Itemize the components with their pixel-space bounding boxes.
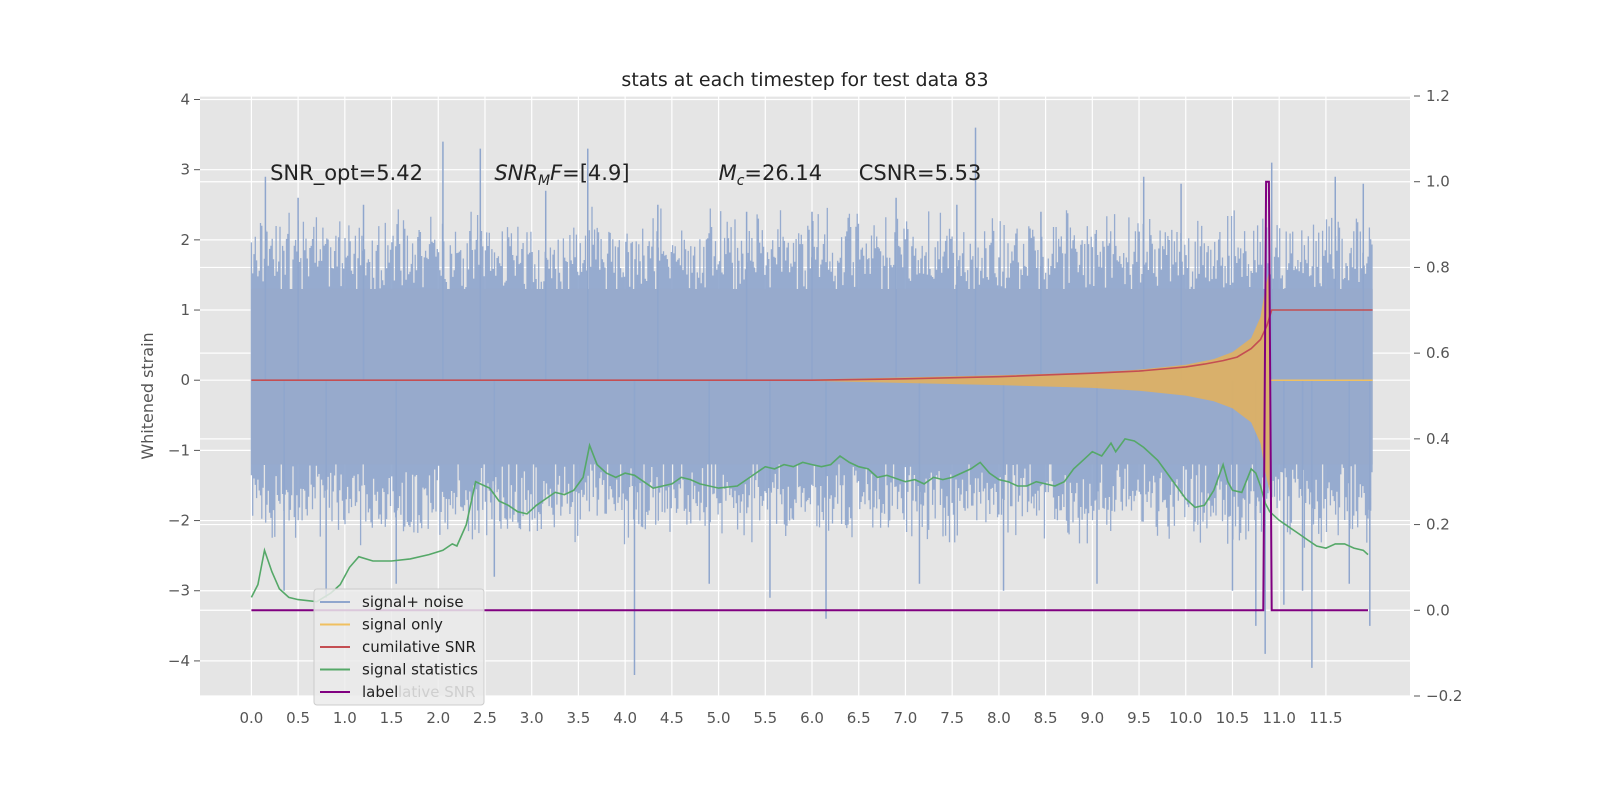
y-tick-label: −4 [168,652,190,670]
signal-statistics-line [250,438,1369,603]
x-tick-label: 4.5 [660,709,684,727]
legend-label: cumilative SNR [362,638,476,656]
label-line [251,180,1368,612]
cumilative-snr-line [251,309,1373,382]
chart-title: stats at each timestep for test data 83 [621,69,988,91]
x-tick-label: 11.5 [1309,709,1342,727]
x-tick-label: 9.0 [1080,709,1104,727]
x-tick-label: 6.0 [800,709,824,727]
x-tick-label: 10.0 [1169,709,1202,727]
y-tick-label: 0 [180,371,190,389]
x-tick-label: 8.5 [1034,709,1058,727]
x-tick-label: 1.0 [333,709,357,727]
y2-tick-label: 0.2 [1426,516,1450,534]
legend-label: signal statistics [362,661,478,679]
x-tick-label: 3.5 [566,709,590,727]
x-tick-label: 8.0 [987,709,1011,727]
line-series [250,180,1373,612]
y2-tick-label: 0.6 [1426,344,1450,362]
y-tick-label: −2 [168,512,190,530]
signal-only-series [812,267,1373,493]
axis-ticks: 0.0 0.5 1.0 1.5 2.0 2.5 3.0 3.5 4.0 4.5 5.0 5.5 6.0 6… [168,87,1463,727]
x-tick-label: 0.5 [286,709,310,727]
x-tick-label: 5.0 [707,709,731,727]
legend-label: signal+ noise [362,593,464,611]
legend: lative SNR signal+ noise signal only cumil… [313,588,485,706]
x-tick-label: 9.5 [1127,709,1151,727]
y-tick-label: −1 [168,441,190,459]
annotations: SNR_opt=5.42 SNRMF=[4.9] Mc=26.14 CSNR=5.53 [270,161,981,189]
y2-tick-label: 1.0 [1426,173,1450,191]
legend-label: signal only [362,616,443,634]
x-tick-label: 2.5 [473,709,497,727]
signal-only-envelope [812,267,1270,493]
y2-tick-label: 1.2 [1426,87,1450,105]
x-tick-label: 7.5 [940,709,964,727]
y2-tick-label: 0.4 [1426,430,1450,448]
legend-overlap-text: lative SNR [398,683,475,701]
x-tick-label: 10.5 [1216,709,1249,727]
stat-annotation: SNR_opt=5.42 [270,161,423,186]
y2-tick-label: −0.2 [1426,687,1462,705]
x-tick-label: 5.5 [753,709,777,727]
legend-box [313,588,485,706]
legend-label: label [362,683,398,701]
x-tick-label: 0.0 [239,709,263,727]
x-tick-label: 1.5 [380,709,404,727]
y-tick-label: 1 [180,301,190,319]
x-tick-label: 2.0 [426,709,450,727]
y-tick-label: 4 [180,91,190,109]
x-tick-label: 11.0 [1262,709,1295,727]
x-tick-label: 3.0 [520,709,544,727]
y2-tick-label: 0.0 [1426,601,1450,619]
stat-annotation: SNRMF=[4.9] [494,161,629,189]
x-tick-label: 7.0 [894,709,918,727]
y-axis-label: Whitened strain [138,332,157,459]
y-tick-label: 2 [180,231,190,249]
y-tick-label: −3 [168,582,190,600]
stat-annotation: Mc=26.14 [719,161,823,189]
y-tick-label: 3 [180,161,190,179]
stat-annotation: CSNR=5.53 [859,161,982,185]
y2-tick-label: 0.8 [1426,258,1450,276]
x-tick-label: 4.0 [613,709,637,727]
x-tick-label: 6.5 [847,709,871,727]
